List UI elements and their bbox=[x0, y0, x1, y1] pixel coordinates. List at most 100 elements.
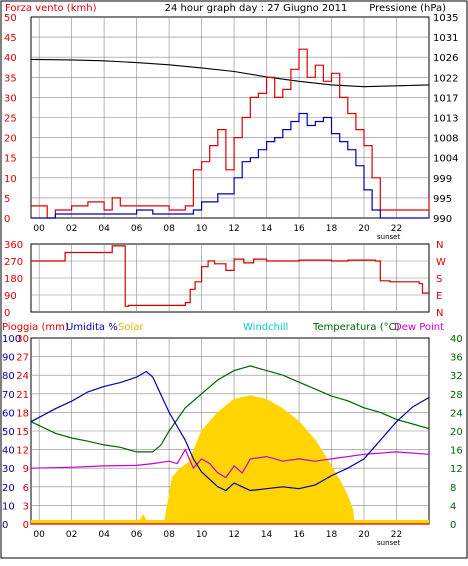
direction-y-tick-label: 0 bbox=[4, 308, 10, 319]
sunset-label: sunset bbox=[377, 539, 400, 547]
temp-y-tick-label: 12 bbox=[450, 464, 463, 475]
temp-y-tick-label: 8 bbox=[450, 483, 456, 494]
rain-y-tick-label: 21 bbox=[16, 390, 29, 401]
humidity-y-tick-label: 30 bbox=[2, 464, 15, 475]
data-marks bbox=[30, 48, 430, 525]
climate-panel-x-tick-label: 14 bbox=[261, 530, 273, 540]
wind-y-tick-label: 10 bbox=[4, 174, 17, 185]
pressure-y-tick-label: 1026 bbox=[433, 53, 458, 64]
wind-y-tick-label: 40 bbox=[4, 53, 17, 64]
temp-y-tick-label: 4 bbox=[450, 501, 456, 512]
humidity-y-tick-label: 0 bbox=[2, 520, 8, 531]
rain-y-tick-label: 3 bbox=[23, 501, 29, 512]
temp-y-tick-label: 0 bbox=[450, 520, 456, 531]
pressure-y-tick-label: 990 bbox=[433, 214, 452, 225]
temp-y-tick-label: 32 bbox=[450, 371, 463, 382]
humidity-line bbox=[30, 370, 430, 492]
temp-y-tick-label: 28 bbox=[450, 390, 463, 401]
wind-y-tick-label: 20 bbox=[4, 134, 17, 145]
humidity-y-tick-label: 80 bbox=[2, 371, 15, 382]
axis-labels: 00 02 04 06 08 10 12 14 16 18 20 220510152025303540… bbox=[2, 13, 463, 547]
climate-panel-x-tick-label: 04 bbox=[98, 530, 110, 540]
wind-y-tick-label: 50 bbox=[4, 13, 17, 24]
temp-y-tick-label: 36 bbox=[450, 353, 463, 364]
pressure-y-tick-label: 1022 bbox=[433, 73, 458, 84]
wind-panel-x-tick-label: 16 bbox=[293, 224, 305, 234]
climate-legend: Pioggia (mm) Umidita % Solar Windchill T… bbox=[2, 322, 444, 333]
legend-temperature: Temperatura (°C) bbox=[312, 322, 400, 333]
climate-panel-x-tick-label: 18 bbox=[326, 530, 338, 540]
pressure-y-tick-label: 1017 bbox=[433, 93, 458, 104]
wind-y-tick-label: 5 bbox=[4, 194, 10, 205]
pressure-y-tick-label: 1031 bbox=[433, 33, 458, 44]
wind-panel-x-tick-label: 18 bbox=[326, 224, 338, 234]
pressure-y-tick-label: 1008 bbox=[433, 134, 458, 145]
wind-y-tick-label: 25 bbox=[4, 114, 17, 125]
wind-y-tick-label: 35 bbox=[4, 73, 17, 84]
temp-y-tick-label: 16 bbox=[450, 446, 463, 457]
compass-label: S bbox=[436, 274, 442, 285]
dewpoint-line bbox=[30, 448, 430, 479]
direction-y-tick-label: 180 bbox=[4, 274, 23, 285]
rain-y-tick-label: 30 bbox=[16, 334, 29, 345]
humidity-y-tick-label: 20 bbox=[2, 483, 15, 494]
rain-y-tick-label: 18 bbox=[16, 408, 29, 419]
climate-panel-x-tick-label: 16 bbox=[293, 530, 305, 540]
rain-y-tick-label: 9 bbox=[23, 464, 29, 475]
rain-y-tick-label: 6 bbox=[23, 483, 29, 494]
wind-panel-x-tick-label: 00 bbox=[33, 224, 45, 234]
compass-label: N bbox=[436, 240, 443, 251]
pressure-y-tick-label: 999 bbox=[433, 174, 452, 185]
temperature-line bbox=[30, 365, 430, 453]
humidity-y-tick-label: 50 bbox=[2, 427, 15, 438]
wind-panel-x-tick-label: 06 bbox=[131, 224, 143, 234]
wind-panel-x-tick-label: 04 bbox=[98, 224, 110, 234]
wind-panel-x-tick-label: 14 bbox=[261, 224, 273, 234]
wind-gust-line bbox=[31, 112, 429, 219]
rain-y-tick-label: 27 bbox=[16, 353, 29, 364]
rain-y-tick-label: 0 bbox=[23, 520, 29, 531]
solar-baseline-band bbox=[31, 520, 429, 524]
temp-y-tick-label: 40 bbox=[450, 334, 463, 345]
climate-panel-x-tick-label: 20 bbox=[358, 530, 370, 540]
pressure-y-tick-label: 1004 bbox=[433, 154, 458, 165]
direction-y-tick-label: 360 bbox=[4, 240, 23, 251]
climate-panel-x-tick-label: 10 bbox=[196, 530, 208, 540]
wind-panel-x-tick-label: 22 bbox=[391, 224, 402, 234]
direction-y-tick-label: 90 bbox=[4, 291, 17, 302]
wind-panel-x-tick-label: 12 bbox=[228, 224, 239, 234]
legend-solar: Solar bbox=[118, 322, 144, 333]
rain-y-tick-label: 12 bbox=[16, 446, 29, 457]
humidity-y-tick-label: 90 bbox=[2, 353, 15, 364]
temp-y-tick-label: 20 bbox=[450, 427, 463, 438]
climate-panel-x-tick-label: 22 bbox=[391, 530, 402, 540]
climate-panel-x-tick-label: 06 bbox=[131, 530, 143, 540]
wind-y-tick-label: 15 bbox=[4, 154, 17, 165]
climate-panel-x-tick-label: 08 bbox=[163, 530, 175, 540]
humidity-y-tick-label: 40 bbox=[2, 446, 15, 457]
humidity-y-tick-label: 10 bbox=[2, 501, 15, 512]
chart-title: 24 hour graph day : 27 Giugno 2011 bbox=[165, 3, 348, 14]
wind-y-tick-label: 30 bbox=[4, 93, 17, 104]
wind-panel-x-tick-label: 08 bbox=[163, 224, 175, 234]
legend-windchill: Windchill bbox=[243, 322, 288, 333]
compass-label: W bbox=[436, 257, 446, 268]
pressure-y-tick-label: 1013 bbox=[433, 114, 458, 125]
wind-y-tick-label: 0 bbox=[4, 214, 10, 225]
wind-panel-x-tick-label: 10 bbox=[196, 224, 208, 234]
sunset-label: sunset bbox=[377, 233, 400, 241]
rain-y-tick-label: 24 bbox=[16, 371, 29, 382]
pressure-axis-label: Pressione (hPa) bbox=[369, 3, 446, 14]
wind-direction-line bbox=[31, 245, 429, 307]
compass-label: N bbox=[436, 308, 443, 319]
wind-speed-line bbox=[31, 48, 430, 219]
humidity-y-tick-label: 100 bbox=[2, 334, 21, 345]
wind-y-tick-label: 45 bbox=[4, 33, 17, 44]
climate-panel-x-tick-label: 00 bbox=[33, 530, 45, 540]
pressure-y-tick-label: 995 bbox=[433, 194, 452, 205]
pressure-line bbox=[30, 58, 430, 88]
wind-panel-x-tick-label: 20 bbox=[358, 224, 370, 234]
temp-y-tick-label: 24 bbox=[450, 408, 463, 419]
